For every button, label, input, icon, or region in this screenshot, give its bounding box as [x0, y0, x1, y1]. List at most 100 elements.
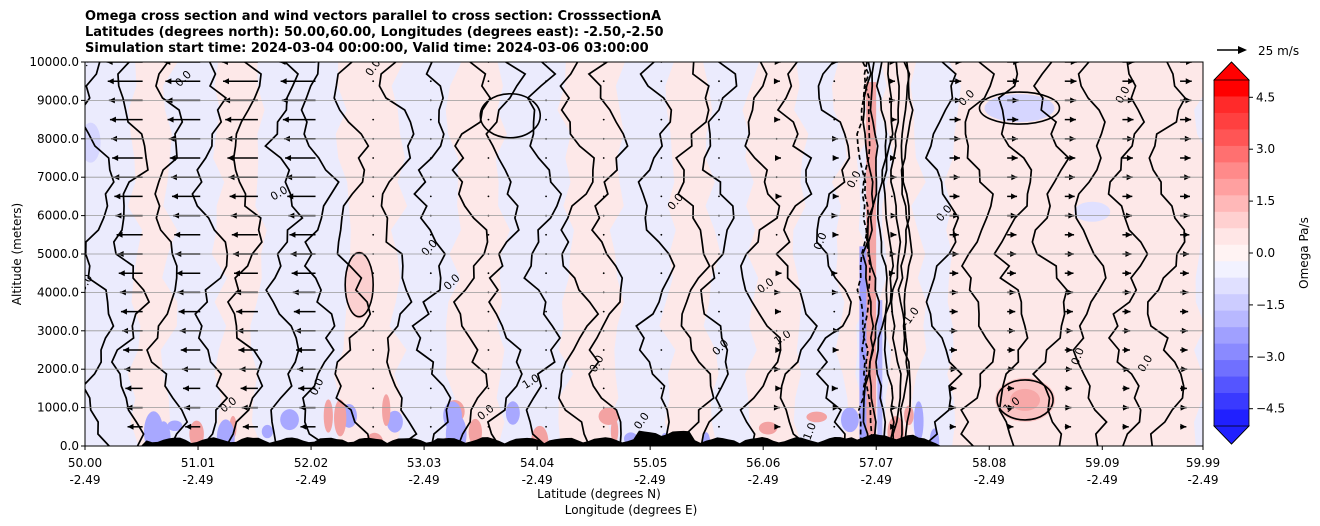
- wind-vector-head: [954, 155, 961, 161]
- wind-vector: [602, 80, 605, 83]
- wind-vector: [125, 385, 143, 392]
- wind-vector: [718, 349, 720, 351]
- wind-vector: [660, 195, 663, 198]
- colorbar-tick-label: 3.0: [1256, 142, 1275, 156]
- colorbar-outline: [1213, 61, 1250, 445]
- wind-vector: [298, 385, 316, 392]
- x-tick-label-lat: 53.03: [407, 456, 441, 470]
- wind-vector-head: [167, 116, 174, 123]
- wind-vector: [660, 349, 663, 351]
- wind-vector-head: [774, 116, 781, 123]
- wind-vector: [50, 78, 85, 84]
- wind-vector: [182, 385, 201, 392]
- wind-vector-head: [832, 231, 839, 238]
- wind-vector-dot: [372, 195, 375, 198]
- wind-vector-dot: [718, 425, 720, 428]
- wind-vector: [718, 80, 720, 83]
- wind-vector: [1180, 62, 1193, 65]
- y-tick-label: 9000.0: [37, 93, 79, 107]
- wind-vector-head: [1185, 78, 1192, 85]
- wind-vector-head: [889, 62, 896, 65]
- wind-vector: [602, 195, 605, 198]
- low-level-negative-blob: [167, 420, 183, 432]
- wind-vector-dot: [372, 387, 375, 390]
- wind-vector-head: [52, 117, 58, 123]
- wind-vector-head: [171, 193, 178, 200]
- colorbar-segment: [1214, 145, 1249, 163]
- wind-vector-dot: [602, 387, 605, 390]
- wind-vector-head: [1070, 78, 1077, 85]
- wind-vector: [602, 233, 605, 236]
- wind-vector-head: [223, 78, 230, 85]
- wind-vector-head: [57, 193, 63, 199]
- colorbar-tick-label: 1.5: [1256, 194, 1275, 208]
- wind-vector: [890, 387, 893, 390]
- wind-vector-dot: [718, 80, 720, 83]
- wind-vector-dot: [487, 272, 490, 275]
- wind-vector-head: [116, 231, 123, 238]
- colorbar-segment: [1214, 178, 1249, 196]
- colorbar-segment: [1214, 244, 1249, 262]
- wind-vector: [602, 349, 605, 351]
- omega-contour-loop: [996, 379, 1054, 421]
- wind-vector-dot: [545, 349, 547, 351]
- wind-vector: [240, 385, 258, 392]
- wind-vector: [238, 347, 258, 353]
- wind-vector-head: [1010, 231, 1017, 238]
- wind-vector-head: [775, 193, 782, 200]
- wind-vector-head: [949, 423, 956, 430]
- wind-vector: [831, 62, 838, 65]
- wind-vector-head: [1186, 62, 1193, 65]
- wind-vector-dot: [833, 425, 836, 428]
- colorbar-segment: [1214, 294, 1249, 312]
- wind-vector: [487, 425, 490, 428]
- wind-vector: [372, 425, 375, 428]
- wind-vector: [167, 116, 201, 123]
- wind-vector-dot: [602, 425, 605, 428]
- wind-vector-head: [775, 385, 782, 392]
- wind-vector: [429, 157, 432, 159]
- wind-vector: [57, 193, 85, 199]
- wind-vector: [774, 62, 781, 65]
- wind-vector: [70, 424, 85, 430]
- wind-vector: [52, 117, 85, 123]
- x-tick-label-lon: -2.49: [635, 473, 666, 487]
- wind-vector: [120, 308, 143, 315]
- wind-vector: [545, 272, 547, 275]
- low-level-positive-blob: [323, 399, 333, 433]
- wind-vector-dot: [429, 310, 432, 313]
- wind-vector-dot: [660, 272, 663, 275]
- wind-vector-head: [831, 62, 838, 65]
- wind-vector-head: [774, 62, 781, 65]
- wind-vector: [718, 233, 720, 236]
- wind-vector: [68, 385, 85, 391]
- wind-vector: [487, 118, 490, 121]
- wind-vector: [832, 231, 839, 238]
- wind-vector-dot: [545, 310, 547, 313]
- wind-vector: [775, 270, 782, 277]
- wind-vector: [660, 272, 663, 275]
- wind-vector: [372, 118, 375, 121]
- wind-vector: [602, 118, 605, 121]
- wind-vector-head: [775, 347, 782, 353]
- wind-vector: [1064, 385, 1072, 392]
- colorbar-segment: [1214, 393, 1249, 411]
- wind-vector-head: [236, 308, 243, 315]
- wind-vector-dot: [545, 80, 547, 83]
- wind-vector-head: [234, 270, 241, 277]
- wind-vector-dot: [429, 272, 432, 275]
- wind-vector-dot: [890, 195, 893, 198]
- wind-vector: [285, 155, 316, 161]
- wind-vector-dot: [602, 233, 605, 236]
- wind-vector-head: [952, 270, 959, 277]
- wind-vector: [236, 308, 258, 315]
- wind-vector: [775, 347, 782, 353]
- wind-vector: [164, 62, 201, 65]
- wind-vector-head: [238, 347, 245, 353]
- wind-vector: [372, 310, 375, 313]
- wind-vector: [114, 193, 143, 200]
- x-tick-label-lon: -2.49: [69, 473, 100, 487]
- wind-vector: [1180, 347, 1188, 353]
- wind-vector: [774, 423, 781, 430]
